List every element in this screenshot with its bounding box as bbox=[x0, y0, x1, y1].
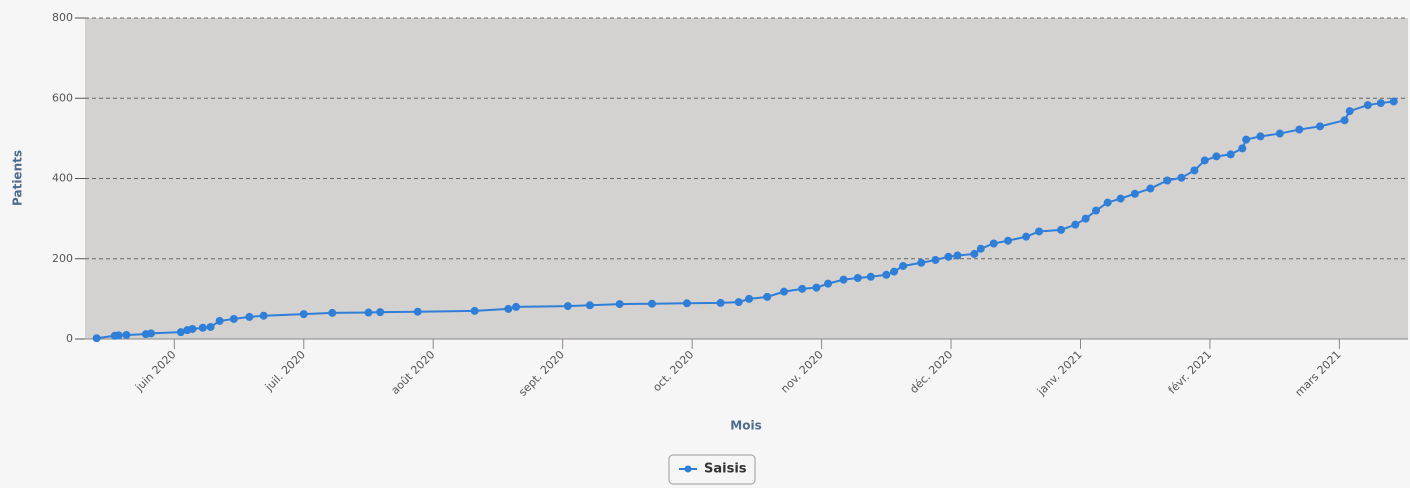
data-point bbox=[328, 308, 337, 317]
data-point bbox=[1295, 125, 1304, 134]
data-point bbox=[1345, 107, 1354, 116]
data-point bbox=[812, 283, 821, 292]
data-point bbox=[470, 306, 479, 315]
data-point bbox=[798, 284, 807, 293]
data-point bbox=[1103, 198, 1112, 207]
data-point bbox=[976, 244, 985, 253]
data-point bbox=[563, 302, 572, 311]
data-point bbox=[1092, 206, 1101, 215]
data-point bbox=[1071, 220, 1080, 229]
data-point bbox=[716, 298, 725, 307]
y-tick-label: 200 bbox=[52, 252, 73, 265]
data-point bbox=[890, 267, 899, 276]
data-point bbox=[188, 324, 197, 333]
x-tick-label: oct. 2020 bbox=[650, 348, 696, 394]
data-point bbox=[1003, 236, 1012, 245]
data-point bbox=[122, 330, 131, 339]
data-point bbox=[1146, 184, 1155, 193]
data-point bbox=[824, 279, 833, 288]
data-point bbox=[953, 251, 962, 260]
y-tick-label: 0 bbox=[66, 332, 73, 345]
data-point bbox=[745, 294, 754, 303]
data-point bbox=[92, 334, 101, 343]
data-point bbox=[1057, 225, 1066, 234]
x-tick-label: juil. 2020 bbox=[262, 348, 308, 394]
x-tick-label: mars 2021 bbox=[1293, 348, 1344, 399]
data-point bbox=[989, 239, 998, 248]
data-point bbox=[615, 300, 624, 309]
x-tick-label: févr. 2021 bbox=[1166, 348, 1215, 397]
legend-marker bbox=[684, 465, 692, 473]
data-point bbox=[1363, 101, 1372, 110]
data-point bbox=[229, 314, 238, 323]
data-point bbox=[1340, 116, 1349, 125]
data-point bbox=[585, 301, 594, 310]
data-point bbox=[413, 307, 422, 316]
data-point bbox=[215, 316, 224, 325]
data-point bbox=[512, 302, 521, 311]
x-tick-label: janv. 2021 bbox=[1034, 348, 1085, 399]
data-point bbox=[1275, 129, 1284, 138]
data-point bbox=[899, 261, 908, 270]
data-point bbox=[504, 304, 513, 313]
data-point bbox=[882, 270, 891, 279]
data-point bbox=[1256, 132, 1265, 141]
data-point bbox=[1376, 99, 1385, 108]
data-point bbox=[1022, 232, 1031, 241]
x-tick-label: déc. 2020 bbox=[907, 348, 955, 396]
x-axis-title: Mois bbox=[730, 419, 761, 433]
legend-box[interactable] bbox=[668, 454, 756, 485]
data-point bbox=[763, 292, 772, 301]
data-point bbox=[931, 255, 940, 264]
data-point bbox=[1315, 122, 1324, 131]
data-point bbox=[1081, 214, 1090, 223]
data-point bbox=[944, 252, 953, 261]
data-point bbox=[299, 310, 308, 319]
x-tick-label: nov. 2020 bbox=[778, 348, 826, 396]
y-tick-label: 400 bbox=[52, 172, 73, 185]
data-point bbox=[1238, 144, 1247, 153]
data-point bbox=[376, 308, 385, 317]
y-axis-title: Patients bbox=[11, 150, 25, 206]
y-tick-label: 600 bbox=[52, 91, 73, 104]
data-point bbox=[682, 299, 691, 308]
y-tick-label: 800 bbox=[52, 11, 73, 24]
data-point bbox=[1130, 189, 1139, 198]
data-point bbox=[1190, 166, 1199, 175]
data-point bbox=[1200, 156, 1209, 165]
data-point bbox=[780, 287, 789, 296]
data-point bbox=[114, 331, 123, 340]
data-point bbox=[1035, 227, 1044, 236]
data-point bbox=[648, 299, 656, 308]
data-point bbox=[734, 298, 743, 307]
data-point bbox=[866, 272, 875, 281]
data-point bbox=[245, 312, 254, 321]
data-point bbox=[1163, 176, 1172, 185]
data-point bbox=[1389, 97, 1398, 106]
data-point bbox=[839, 275, 848, 284]
x-tick-label: août 2020 bbox=[389, 348, 438, 397]
x-tick-label: sept. 2020 bbox=[516, 348, 567, 399]
data-point bbox=[1226, 150, 1235, 159]
x-tick-label: juin 2020 bbox=[132, 348, 178, 394]
legend-label[interactable]: Saisis bbox=[704, 462, 747, 477]
data-point bbox=[364, 308, 373, 317]
data-point bbox=[1116, 194, 1125, 203]
data-point bbox=[1212, 152, 1221, 161]
data-point bbox=[917, 258, 926, 267]
data-point bbox=[206, 322, 215, 331]
data-point bbox=[198, 323, 207, 332]
data-point bbox=[1242, 135, 1251, 144]
data-point bbox=[176, 328, 185, 337]
data-point bbox=[259, 311, 268, 320]
data-point bbox=[853, 274, 862, 283]
data-point bbox=[970, 249, 979, 258]
data-point bbox=[147, 329, 156, 338]
data-point bbox=[1177, 173, 1186, 182]
legend[interactable]: Saisis bbox=[668, 454, 756, 485]
